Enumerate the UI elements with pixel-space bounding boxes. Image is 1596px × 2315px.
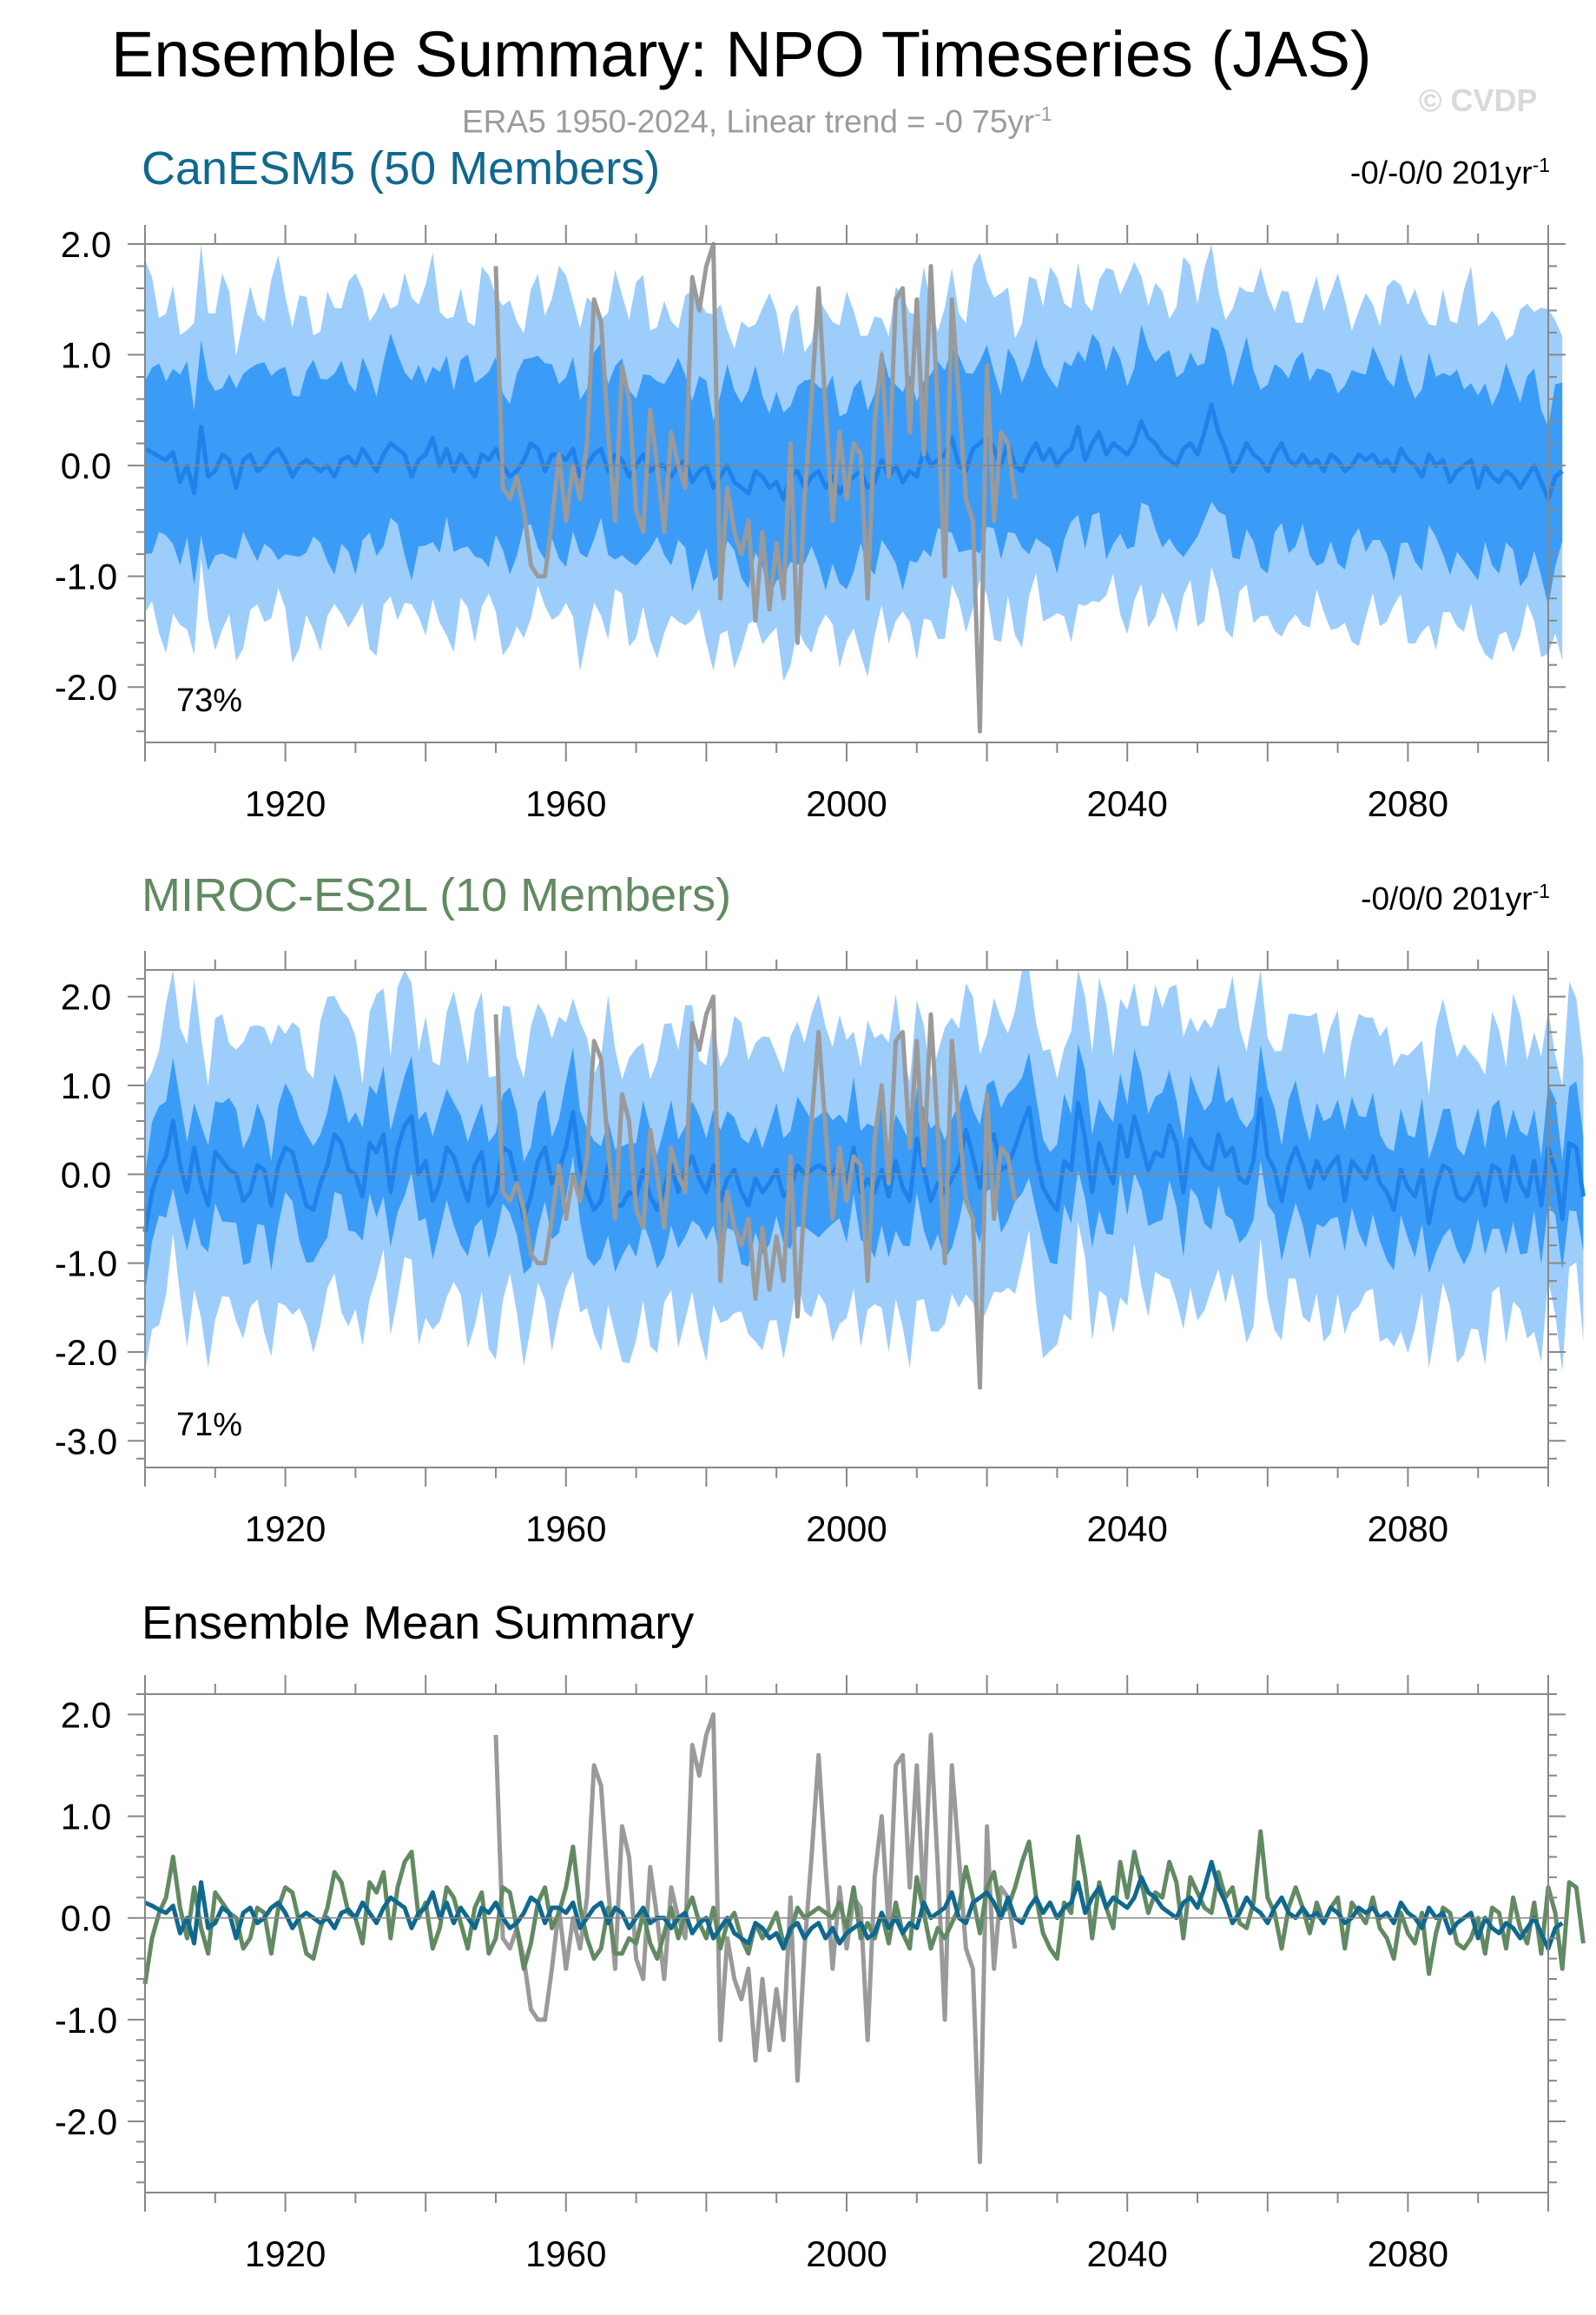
watermark: © CVDP — [1419, 82, 1538, 118]
x-tick-label: 1960 — [525, 2233, 606, 2274]
trend-exponent: -1 — [1532, 880, 1550, 902]
y-tick-label: 0.0 — [61, 445, 111, 486]
ensemble-mean-line — [142, 1096, 1586, 1233]
observation-line — [493, 994, 1018, 1390]
y-tick-label: -3.0 — [55, 1421, 117, 1461]
y-tick-label: -2.0 — [55, 2101, 117, 2142]
y-tick-label: -2.0 — [55, 1332, 117, 1373]
observation-line — [493, 241, 1018, 734]
y-tick-label: 2.0 — [61, 224, 111, 265]
y-tick-label: 1.0 — [61, 335, 111, 376]
panel-title-ensemble-mean: Ensemble Mean Summary — [142, 1597, 695, 1649]
x-tick-label: 2000 — [806, 1508, 887, 1549]
x-tick-label: 1920 — [245, 1508, 326, 1549]
trend-text: -0/0/0 201yr — [1361, 880, 1533, 917]
x-tick-label: 1920 — [245, 783, 326, 824]
x-tick-label: 2000 — [806, 783, 887, 824]
x-tick-label: 2080 — [1368, 2233, 1448, 2274]
chart-subtitle: ERA5 1950-2024, Linear trend = -0 75yr-1 — [462, 102, 1052, 140]
trend-text: -0/-0/0 201yr — [1349, 155, 1533, 191]
x-tick-label: 2080 — [1368, 1508, 1448, 1549]
percent-label-miroc: 71% — [176, 1407, 243, 1443]
panel-canesm5: 1920 1960 2000 2040 2080 2.0 1.0 0.0 -1.0 -2.0 — [55, 224, 1566, 824]
percent-label-canesm5: 73% — [176, 683, 243, 719]
y-tick-label: 1.0 — [61, 1065, 111, 1106]
x-tick-label: 2040 — [1086, 783, 1167, 824]
y-tick-label: -2.0 — [55, 667, 117, 708]
y-tick-label: 0.0 — [61, 1154, 111, 1195]
trend-label-canesm5: -0/-0/0 201yr-1 — [1350, 154, 1550, 191]
x-tick-label: 2040 — [1086, 2233, 1167, 2274]
trend-exponent: -1 — [1532, 154, 1550, 176]
y-tick-label: -1.0 — [55, 557, 117, 597]
trend-label-miroc: -0/0/0 201yr-1 — [1361, 880, 1550, 917]
chart-title: Ensemble Summary: NPO Timeseries (JAS) — [111, 18, 1372, 90]
x-tick-label: 1960 — [525, 1508, 606, 1549]
subtitle-text: ERA5 1950-2024, Linear trend = -0 75yr — [462, 103, 1035, 140]
subtitle-exponent: -1 — [1034, 102, 1052, 125]
x-tick-label: 2000 — [806, 2233, 887, 2274]
y-tick-label: 2.0 — [61, 977, 111, 1018]
inner-spread-band — [145, 1043, 1584, 1293]
y-tick-label: 1.0 — [61, 1797, 111, 1837]
x-tick-label: 2080 — [1368, 783, 1448, 824]
y-tick-label: 0.0 — [61, 1898, 111, 1939]
y-tick-label: -1.0 — [55, 1243, 117, 1284]
panel-title-miroc: MIROC-ES2L (10 Members) — [142, 869, 732, 921]
y-tick-label: 2.0 — [61, 1694, 111, 1735]
x-tick-label: 1920 — [245, 2233, 326, 2274]
panel-ensemble-mean: 1920 1960 2000 2040 2080 2.0 1.0 0.0 -1.0 -2.0 — [55, 1675, 1586, 2274]
panel-title-canesm5: CanESM5 (50 Members) — [142, 142, 661, 195]
panel-miroc: 1920 1960 2000 2040 2080 2.0 1.0 0.0 -1.0 -2.0 -3.… — [55, 951, 1586, 1549]
series-era5-line — [493, 1712, 1018, 2165]
x-tick-label: 1960 — [525, 783, 606, 824]
y-tick-label: -1.0 — [55, 2000, 117, 2041]
x-tick-label: 2040 — [1086, 1508, 1167, 1549]
